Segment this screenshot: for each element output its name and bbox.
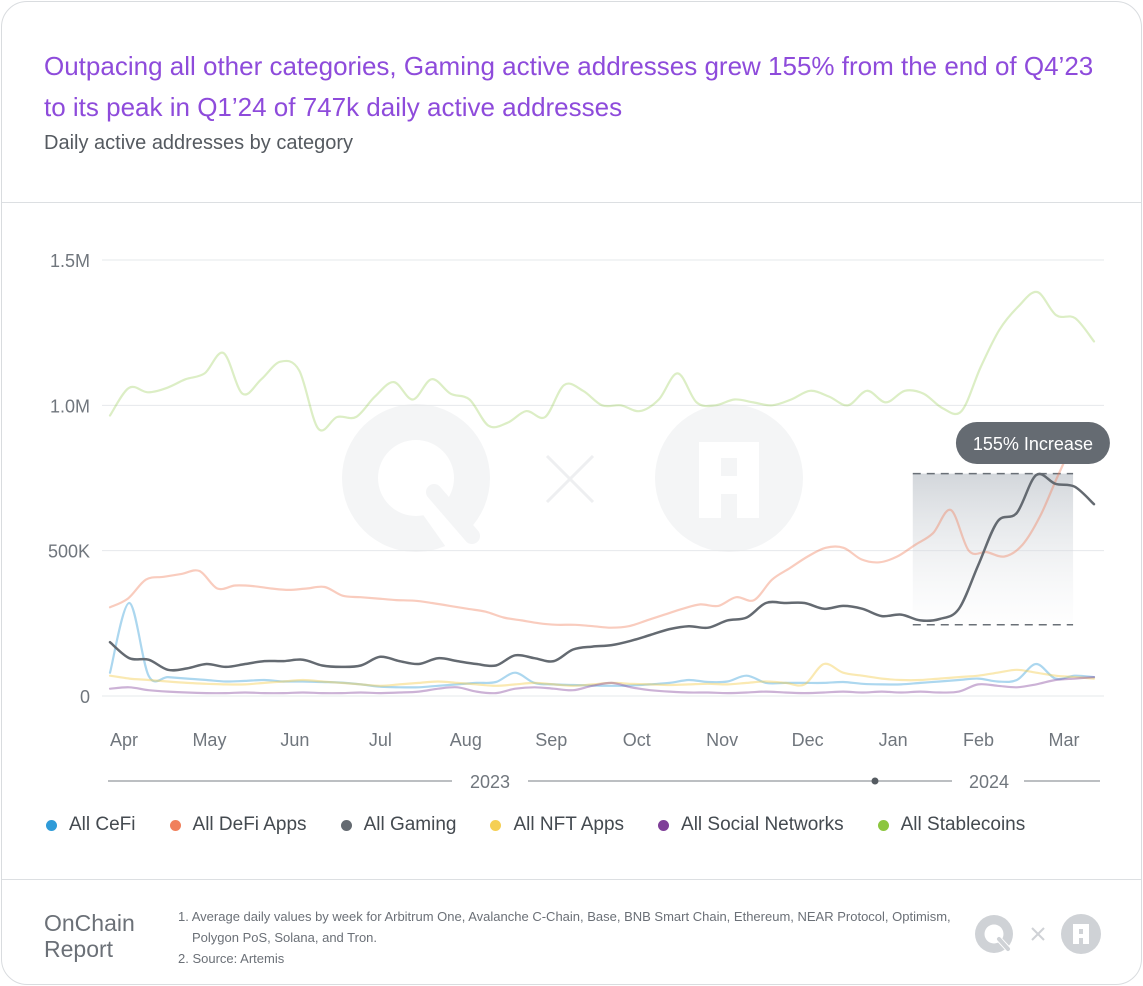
legend-dot-icon — [340, 819, 352, 831]
legend-dot-icon — [877, 819, 889, 831]
x-tick-label: Apr — [110, 730, 138, 750]
y-tick-label: 500K — [48, 542, 90, 562]
legend-label: All DeFi Apps — [192, 814, 307, 835]
x-tick-label: Jan — [879, 730, 908, 750]
legend-item[interactable]: All Gaming — [340, 814, 457, 836]
x-tick-label: May — [192, 730, 226, 750]
series-line-all-nft-apps — [108, 662, 1096, 687]
legend-label: All CeFi — [69, 814, 136, 835]
x-tick-label: Nov — [706, 730, 738, 750]
y-tick-label: 0 — [80, 687, 90, 707]
brand-name: OnChain Report — [44, 910, 135, 962]
year-divider-dot — [871, 777, 879, 785]
x-tick-label: Oct — [623, 730, 651, 750]
series-line-all-cefi — [108, 601, 1096, 689]
annotation-shade — [912, 473, 1074, 625]
y-tick-label: 1.5M — [50, 251, 90, 271]
legend-dot-icon — [658, 819, 670, 831]
times-icon — [1031, 927, 1045, 941]
footnote: 2. Source: Artemis — [178, 951, 285, 966]
footnote: 1. Average daily values by week for Arbi… — [178, 909, 951, 945]
legend-item[interactable]: All Social Networks — [658, 814, 844, 836]
annotation-pill — [955, 422, 1110, 464]
footnotes: 1. Average daily values by week for Arbi… — [178, 906, 968, 969]
line-chart: 0 500K 1.0M 1.5M Apr May Jun Jul Aug Sep Oct Nov Dec… — [48, 251, 1110, 792]
footer: OnChain Report 1. Average daily values b… — [2, 879, 1141, 984]
q-logo-icon — [975, 915, 1013, 954]
increase-annotation — [912, 472, 1074, 626]
x-tick-label: Mar — [1049, 730, 1080, 750]
series-line-all-defi-apps — [108, 435, 1096, 629]
x-tick-label: Dec — [792, 730, 824, 750]
x-tick-label: Feb — [963, 730, 994, 750]
x-tick-label: Jun — [280, 730, 309, 750]
artemis-logo-icon — [1061, 914, 1101, 954]
watermark-logos — [342, 404, 803, 552]
x-tick-label: Aug — [450, 730, 482, 750]
legend-dot-icon — [169, 819, 181, 831]
watermark-q-icon — [342, 404, 490, 552]
y-tick-label: 1.0M — [50, 396, 90, 416]
watermark-x-icon — [545, 454, 595, 504]
series-line-all-social-networks — [108, 676, 1096, 695]
annotation-label: 155% Increase — [955, 422, 1110, 464]
chart-title: Outpacing all other categories, Gaming a… — [44, 51, 1094, 122]
legend-label: All NFT Apps — [513, 814, 625, 835]
axis-labels: 0 500K 1.0M 1.5M Apr May Jun Jul Aug Sep Oct Nov Dec… — [48, 251, 1100, 792]
series-line-all-gaming — [108, 472, 1096, 672]
series-lines — [108, 290, 1096, 695]
legend-item[interactable]: All Stablecoins — [877, 814, 1026, 836]
legend: All CeFi All DeFi Apps All Gaming All NFT A… — [46, 811, 1025, 839]
legend-label: All Stablecoins — [900, 814, 1026, 835]
legend-dot-icon — [490, 819, 502, 831]
legend-item[interactable]: All CeFi — [46, 814, 136, 836]
legend-dot-icon — [46, 819, 57, 831]
chart-subtitle: Daily active addresses by category — [44, 132, 354, 154]
legend-item[interactable]: All DeFi Apps — [169, 814, 307, 836]
legend-label: All Social Networks — [681, 814, 844, 835]
watermark-artemis-icon — [655, 404, 803, 552]
year-label: 2023 — [470, 772, 510, 792]
chart-header: Outpacing all other categories, Gaming a… — [2, 2, 1141, 203]
legend-label: All Gaming — [363, 814, 457, 835]
legend-item[interactable]: All NFT Apps — [490, 814, 624, 836]
annotation-label-text: 155% Increase — [973, 434, 1093, 454]
series-line-all-stablecoins — [108, 290, 1096, 432]
year-label: 2024 — [969, 772, 1009, 792]
x-tick-label: Jul — [369, 730, 392, 750]
footer-logos — [975, 914, 1101, 954]
x-tick-label: Sep — [535, 730, 567, 750]
